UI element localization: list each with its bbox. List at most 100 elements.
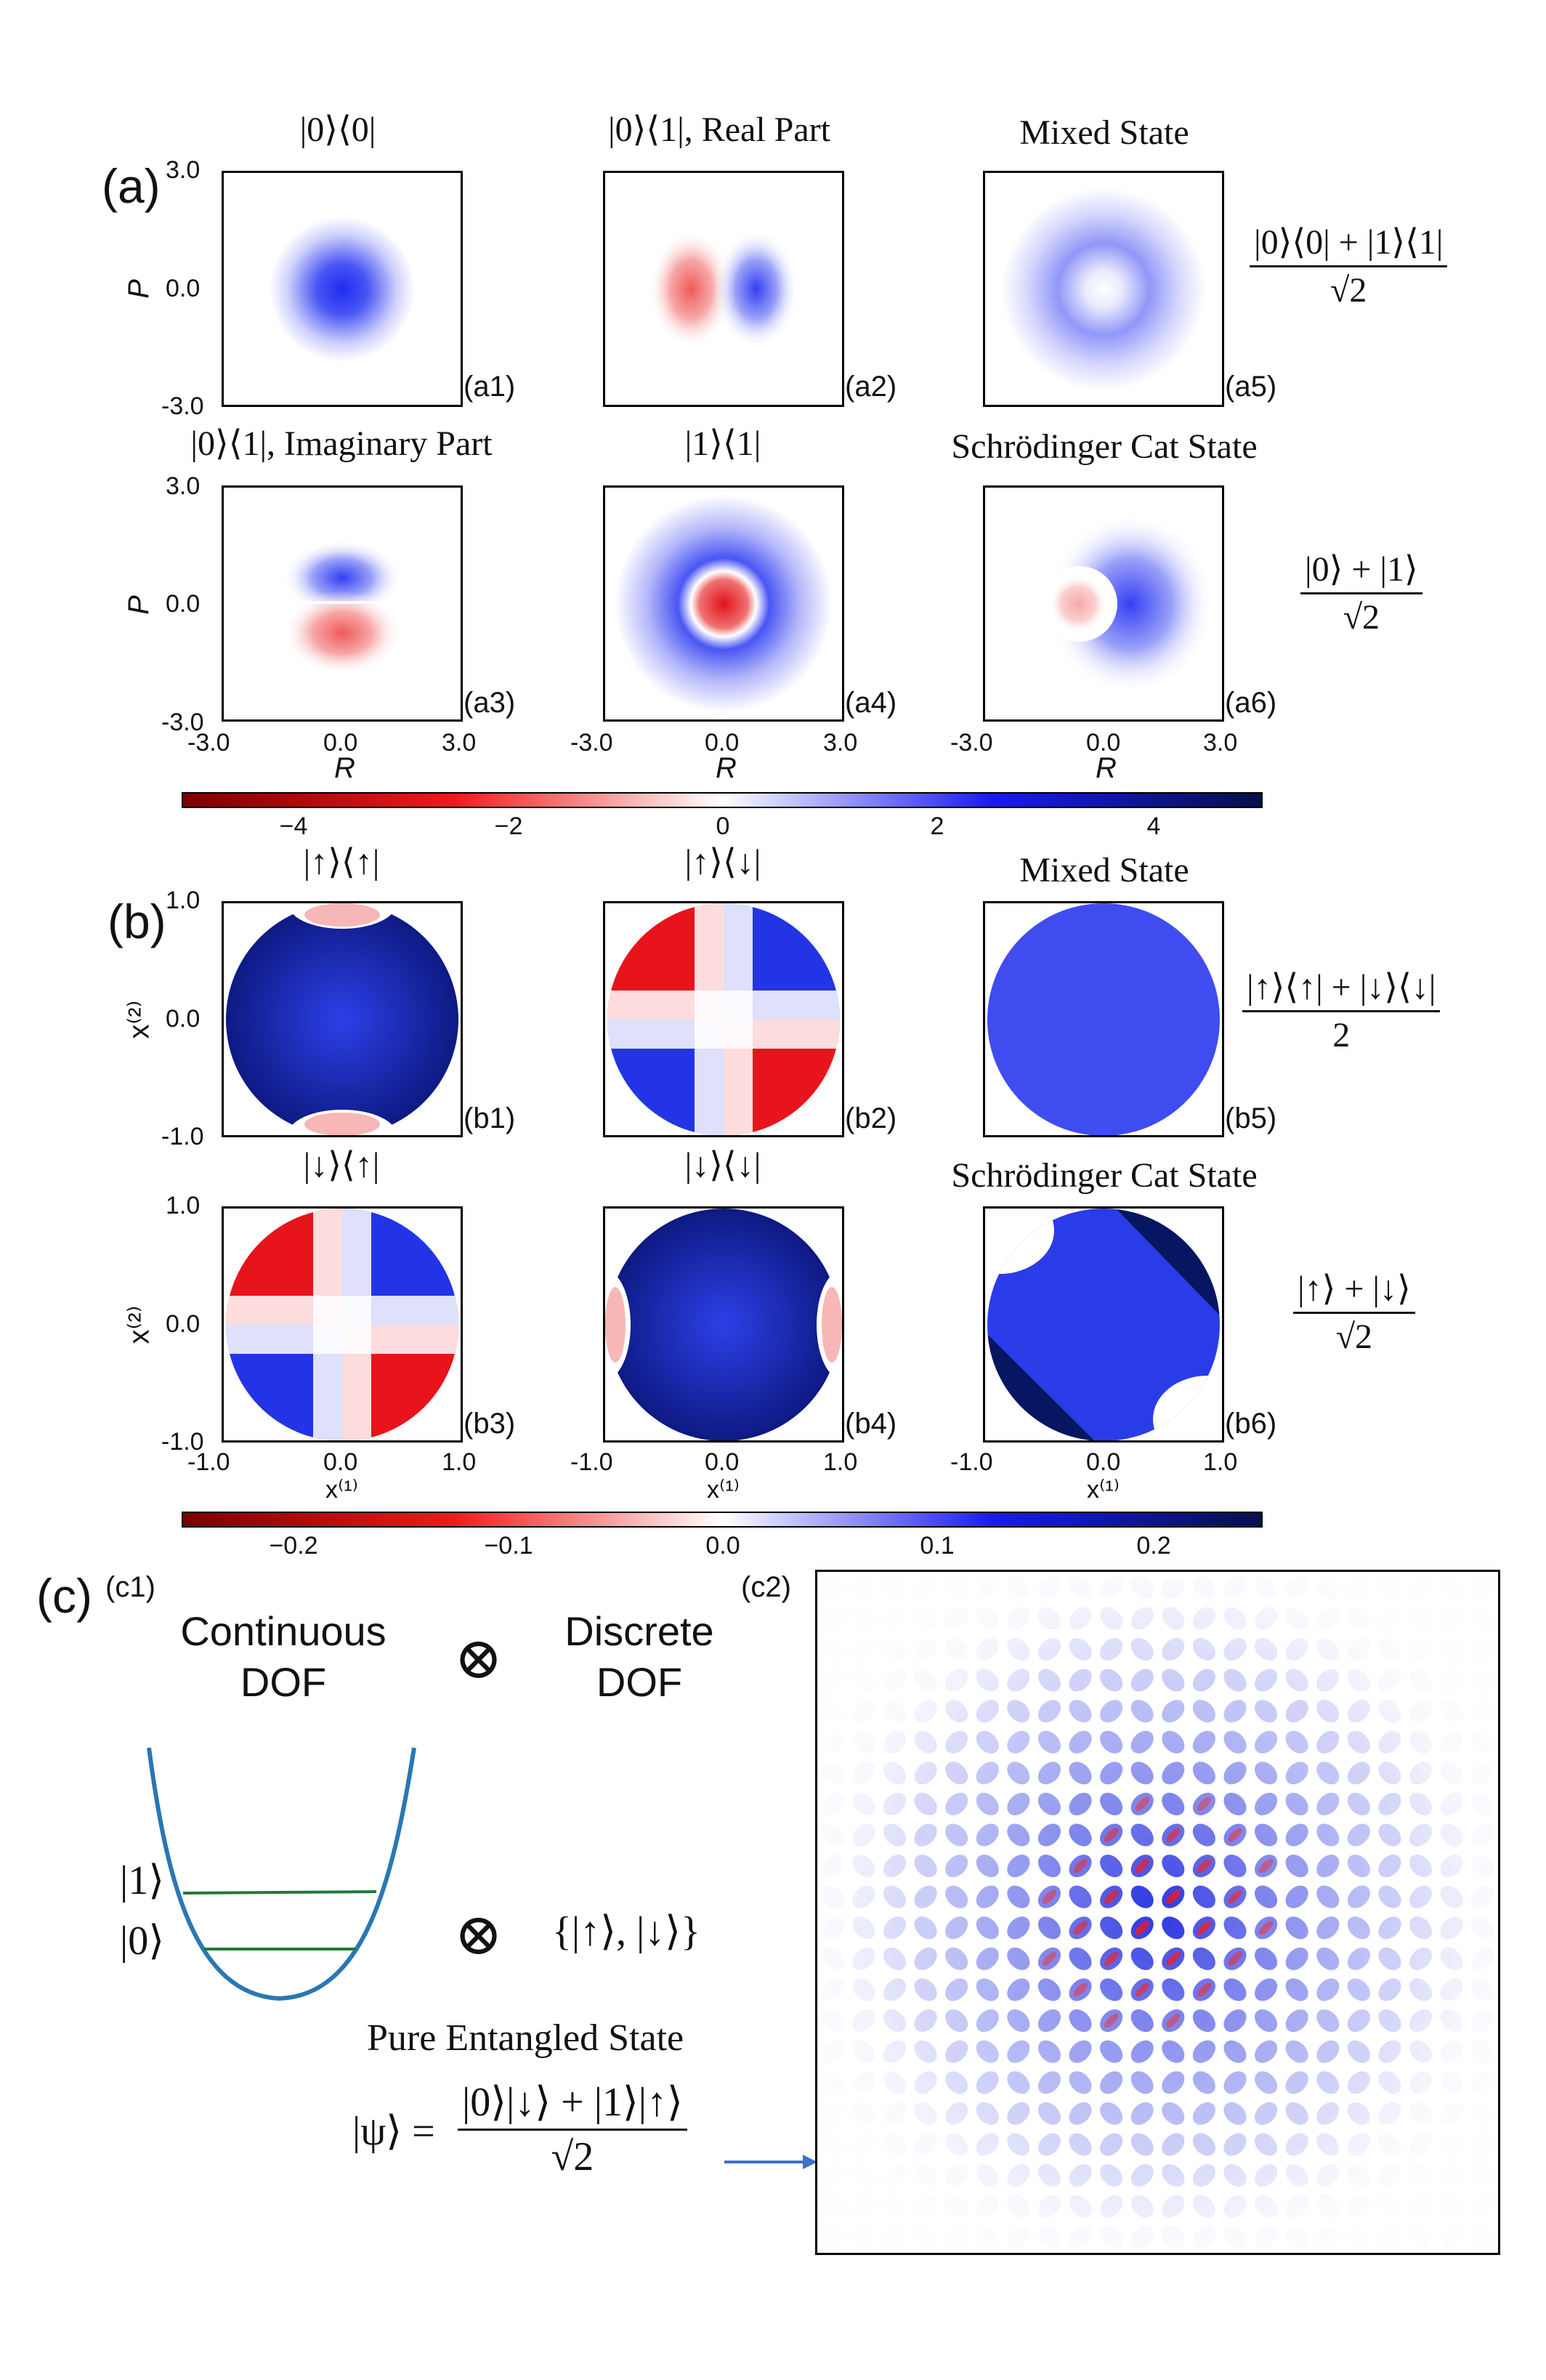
level-1-label: |1⟩ — [120, 1858, 165, 1903]
discrete-dof-line1: Discrete — [564, 1608, 714, 1654]
formula-b-cat: |↑⟩ + |↓⟩ √2 — [1293, 1268, 1415, 1357]
plot-c2 — [815, 1570, 1500, 2255]
plot-b6 — [983, 1206, 1224, 1443]
ylabel-a-top: P — [122, 279, 155, 299]
plot-b5 — [983, 901, 1224, 1137]
sublabel-b3: (b3) — [464, 1408, 516, 1440]
title-b4: |↓⟩⟨↓| — [684, 1146, 761, 1185]
ytick-a3-bot: -3.0 — [161, 709, 204, 736]
title-b1: |↑⟩⟨↑| — [303, 843, 380, 882]
xtick-b3-right: 1.0 — [442, 1448, 477, 1476]
colorbar-b-tick-5: 0.2 — [1136, 1532, 1171, 1560]
xtick-a4-right: 3.0 — [823, 729, 858, 757]
colorbar-a-tick-1: −4 — [279, 812, 308, 840]
otimes-bottom: ⊗ — [454, 1903, 503, 1967]
title-a2: |0⟩⟨1|, Real Part — [608, 110, 830, 149]
sublabel-a5: (a5) — [1225, 371, 1277, 403]
ylabel-a-bottom: P — [122, 595, 155, 615]
formula-a-cat: |0⟩ + |1⟩ √2 — [1300, 549, 1422, 637]
sublabel-a6: (a6) — [1225, 687, 1277, 719]
continuous-dof-line2: DOF — [240, 1659, 327, 1705]
xlabel-a3: R — [334, 752, 355, 784]
sublabel-b1: (b1) — [464, 1102, 516, 1134]
xtick-a4-mid: 0.0 — [705, 729, 740, 757]
title-b2: |↑⟩⟨↓| — [684, 843, 761, 882]
title-a3: |0⟩⟨1|, Imaginary Part — [190, 424, 493, 463]
title-b6: Schrödinger Cat State — [951, 1156, 1258, 1195]
plot-b3 — [222, 1206, 463, 1443]
ytick-a1-top: 3.0 — [166, 156, 201, 184]
xtick-a6-right: 3.0 — [1203, 729, 1238, 757]
sublabel-b5: (b5) — [1225, 1102, 1277, 1134]
psi-fraction: |0⟩|↓⟩ + |1⟩|↑⟩ √2 — [458, 2078, 687, 2180]
sublabel-a3: (a3) — [464, 687, 516, 719]
formula-b-mixed-num: |↑⟩⟨↑| + |↓⟩⟨↓| — [1242, 967, 1441, 1012]
discrete-dof-label: Discrete DOF — [541, 1606, 737, 1708]
lattice-edge-fade — [817, 1572, 1498, 2253]
title-a1: |0⟩⟨0| — [299, 110, 376, 149]
plot-a1 — [222, 171, 463, 407]
colorbar-a-tick-3: 0 — [716, 812, 730, 840]
continuous-dof-label: Continuous DOF — [156, 1606, 410, 1708]
level-1-line — [182, 1890, 377, 1895]
formula-a-cat-den: √2 — [1343, 598, 1380, 637]
otimes-top: ⊗ — [454, 1627, 503, 1691]
formula-b-cat-num: |↑⟩ + |↓⟩ — [1293, 1268, 1415, 1314]
xtick-a3-left: -3.0 — [187, 729, 230, 757]
xtick-a4-left: -3.0 — [570, 729, 613, 757]
formula-b-mixed: |↑⟩⟨↑| + |↓⟩⟨↓| 2 — [1242, 967, 1441, 1055]
sublabel-b4: (b4) — [845, 1408, 897, 1440]
ylabel-b-bottom: x⁽²⁾ — [123, 1305, 155, 1344]
title-b5: Mixed State — [1019, 851, 1189, 890]
colorbar-a-tick-2: −2 — [494, 812, 523, 840]
xtick-b6-mid: 0.0 — [1086, 1448, 1121, 1476]
psi-lhs: |ψ⟩ = — [352, 2109, 435, 2154]
ytick-a1-bot: -3.0 — [161, 392, 204, 420]
arrow-to-c2 — [724, 2155, 817, 2169]
xtick-b6-right: 1.0 — [1203, 1448, 1238, 1476]
discrete-dof-line2: DOF — [596, 1659, 683, 1705]
pure-entangled-label: Pure Entangled State — [367, 2017, 684, 2059]
xtick-a3-mid: 0.0 — [323, 729, 358, 757]
sublabel-b6: (b6) — [1225, 1408, 1277, 1440]
xlabel-a4: R — [716, 752, 737, 784]
harmonic-potential — [147, 1747, 416, 2001]
plot-a4 — [603, 485, 844, 722]
plot-b4 — [603, 1206, 844, 1443]
ytick-b1-bot: -1.0 — [161, 1123, 204, 1150]
xtick-b4-left: -1.0 — [570, 1448, 613, 1476]
ytick-b3-mid: 0.0 — [166, 1310, 201, 1338]
xtick-a6-mid: 0.0 — [1086, 729, 1121, 757]
ytick-b1-mid: 0.0 — [166, 1005, 201, 1033]
colorbar-b-tick-1: −0.2 — [269, 1532, 318, 1560]
psi-den: √2 — [551, 2134, 594, 2179]
plot-b1 — [222, 901, 463, 1137]
plot-a6 — [983, 485, 1224, 722]
ytick-a3-top: 3.0 — [166, 472, 201, 500]
ytick-a3-mid: 0.0 — [166, 590, 201, 618]
ytick-b1-top: 1.0 — [166, 887, 201, 914]
xtick-a3-right: 3.0 — [442, 729, 477, 757]
xtick-b4-right: 1.0 — [823, 1448, 858, 1476]
panel-a-letter: (a) — [102, 159, 161, 213]
xtick-a6-left: -3.0 — [950, 729, 993, 757]
colorbar-a-tick-5: 4 — [1146, 812, 1161, 840]
formula-a-mixed-den: √2 — [1330, 271, 1367, 310]
formula-a-mixed: |0⟩⟨0| + |1⟩⟨1| √2 — [1250, 222, 1448, 310]
xlabel-a6: R — [1096, 752, 1117, 784]
sublabel-a4: (a4) — [845, 687, 897, 719]
colorbar-b — [182, 1512, 1263, 1528]
potential-curve — [147, 1747, 416, 2001]
sublabel-a2: (a2) — [845, 371, 897, 403]
title-b3: |↓⟩⟨↑| — [303, 1146, 380, 1185]
colorbar-b-tick-2: −0.1 — [484, 1532, 533, 1560]
formula-b-mixed-den: 2 — [1332, 1016, 1351, 1054]
plot-a5 — [983, 171, 1224, 407]
panel-c-letter: (c) — [36, 1569, 92, 1623]
title-a5: Mixed State — [1019, 113, 1189, 152]
colorbar-b-tick-4: 0.1 — [920, 1532, 955, 1560]
ytick-b3-bot: -1.0 — [161, 1428, 204, 1456]
title-a4: |1⟩⟨1| — [684, 424, 761, 463]
xlabel-b3: x⁽¹⁾ — [325, 1476, 359, 1504]
xtick-b6-left: -1.0 — [950, 1448, 993, 1476]
